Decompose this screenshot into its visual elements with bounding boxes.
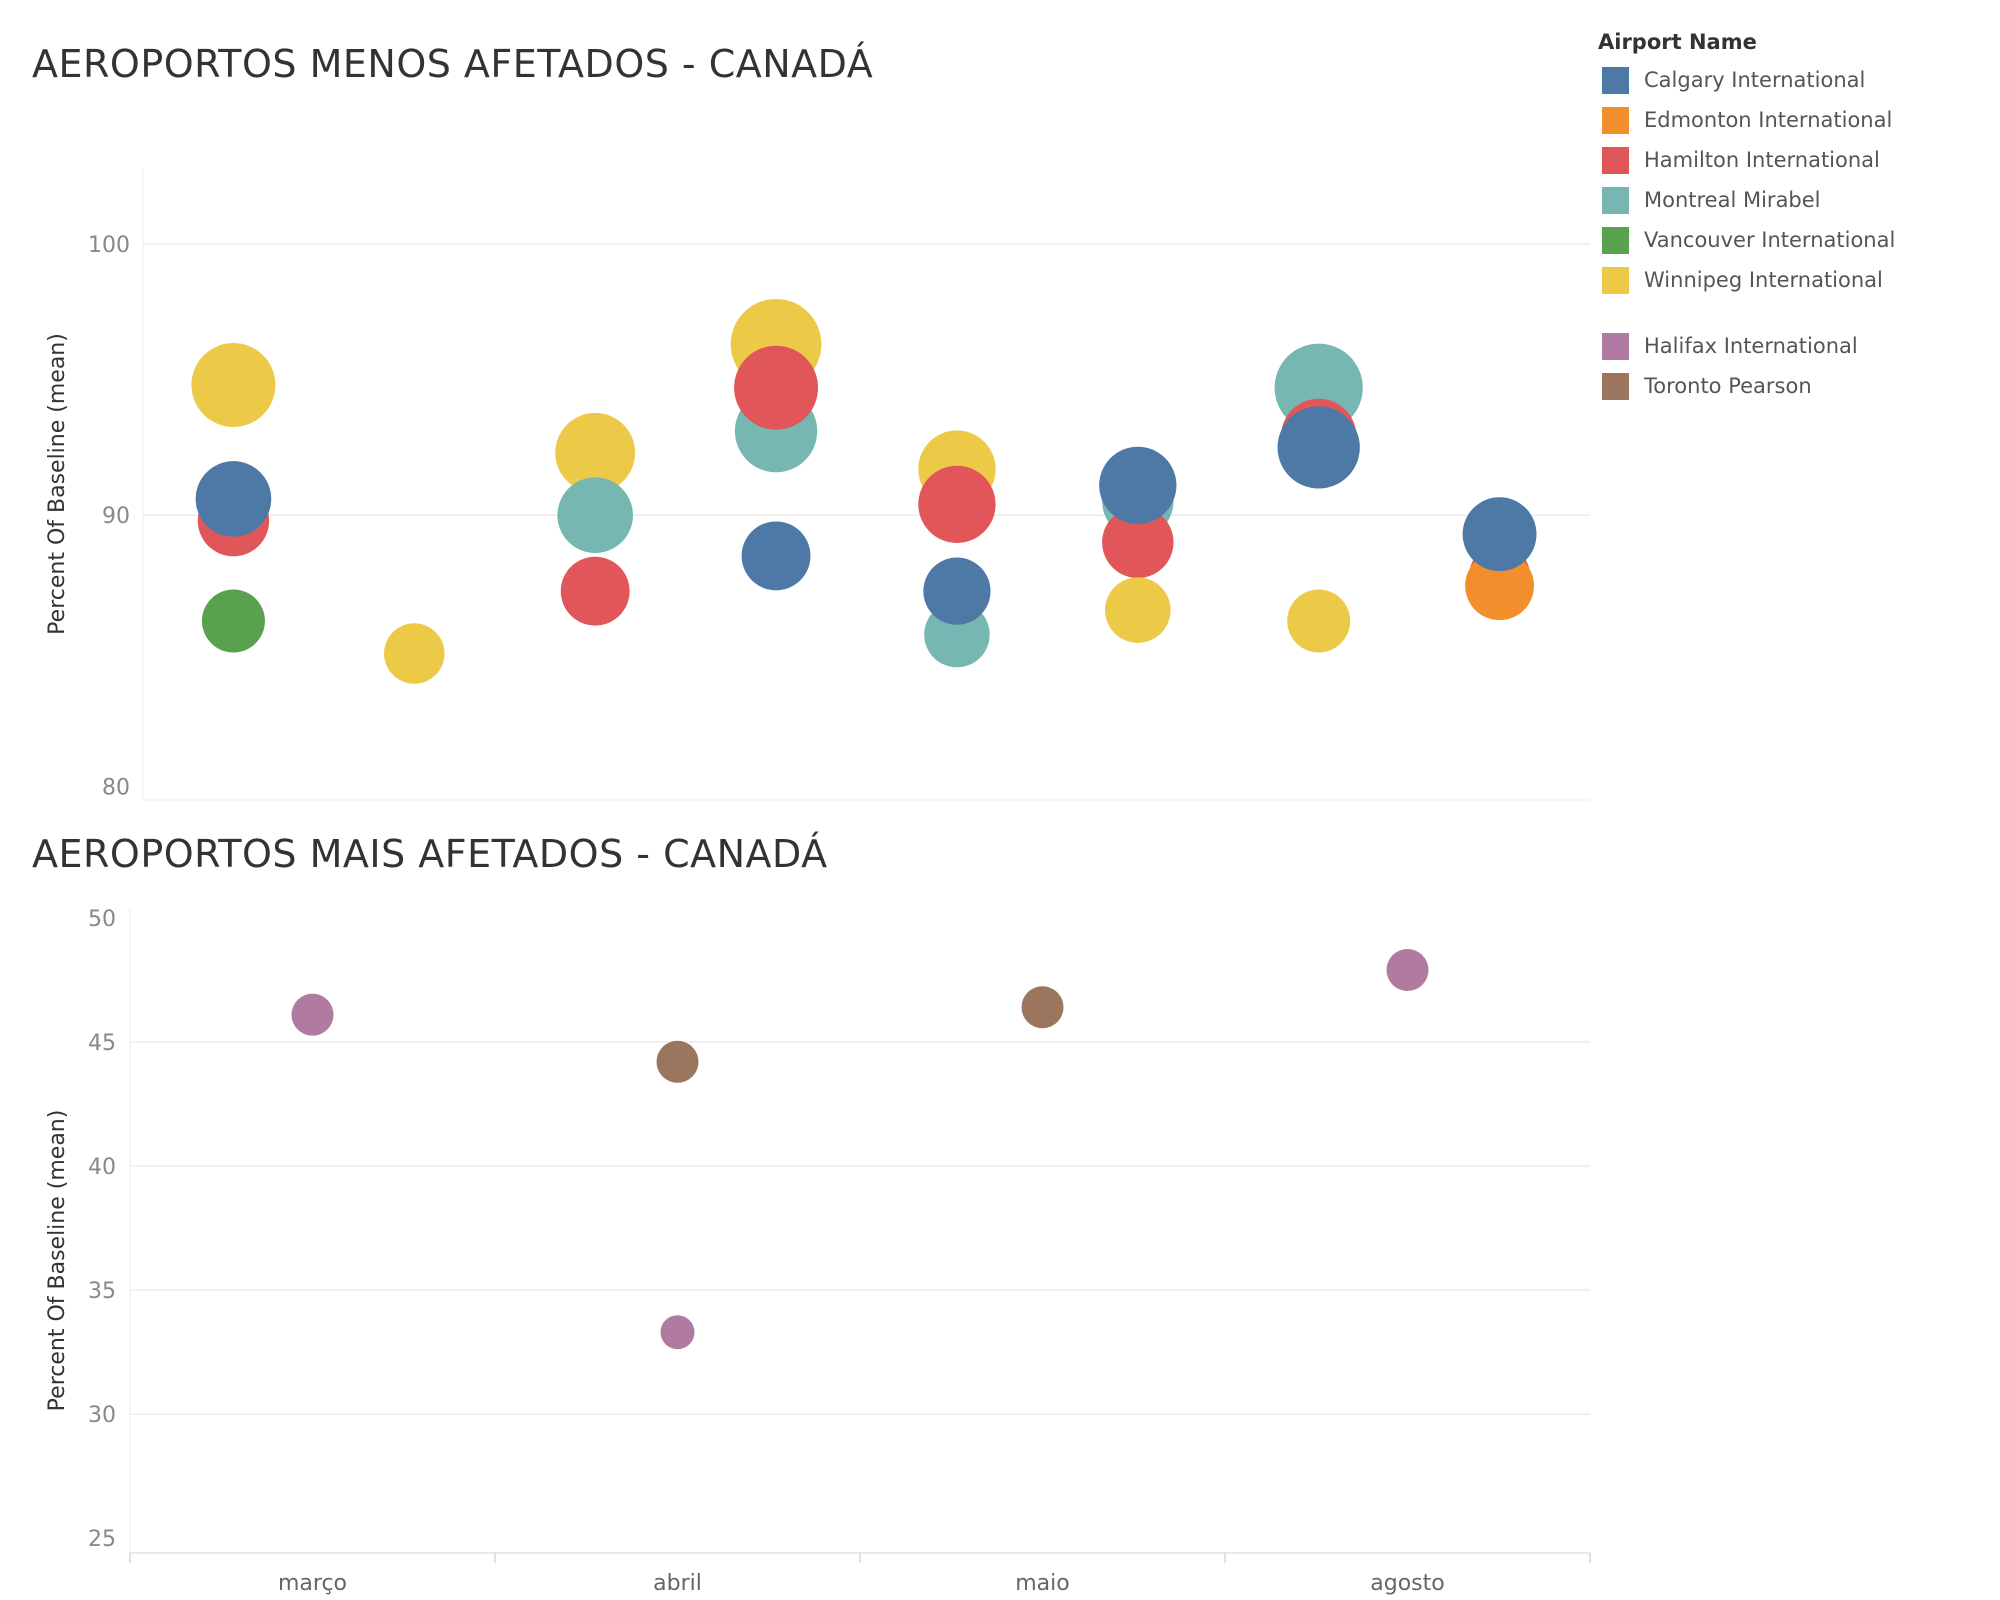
legend-items: Calgary International Edmonton Internatio… <box>1598 60 1988 406</box>
chart-title-least-affected: AEROPORTOS MENOS AFETADOS - CANADÁ <box>32 42 874 86</box>
legend-label: Hamilton International <box>1644 148 1880 172</box>
point-calgary-international <box>923 557 991 625</box>
y-tick-label: 40 <box>88 1155 116 1180</box>
legend-swatch <box>1602 186 1629 214</box>
y-tick-label: 35 <box>88 1279 116 1304</box>
y-tick-label: 30 <box>88 1403 116 1428</box>
point-winnipeg-international <box>191 342 276 427</box>
point-hamilton-international <box>734 345 819 430</box>
point-calgary-international <box>1277 406 1360 489</box>
y-tick-label: 25 <box>88 1527 116 1552</box>
point-hamilton-international <box>560 556 630 626</box>
x-tick-label: maio <box>1015 1571 1069 1596</box>
point-hamilton-international <box>1102 506 1174 579</box>
legend-label: Calgary International <box>1644 68 1866 92</box>
x-tick-label: março <box>278 1571 347 1596</box>
point-calgary-international <box>1099 446 1177 524</box>
point-halifax-international <box>1386 949 1429 992</box>
legend-label: Montreal Mirabel <box>1644 188 1821 212</box>
legend-gap <box>1598 300 1988 326</box>
point-toronto-pearson <box>1021 986 1064 1029</box>
point-calgary-international <box>741 521 811 591</box>
legend-label: Toronto Pearson <box>1644 374 1812 398</box>
legend-label: Edmonton International <box>1644 108 1893 132</box>
point-winnipeg-international <box>384 623 445 684</box>
legend-item-toronto-pearson[interactable]: Toronto Pearson <box>1598 366 1988 406</box>
y-tick-label: 90 <box>102 504 130 529</box>
legend-item-montreal-mirabel[interactable]: Montreal Mirabel <box>1598 180 1988 220</box>
legend-item-vancouver-international[interactable]: Vancouver International <box>1598 220 1988 260</box>
point-winnipeg-international <box>1105 577 1171 643</box>
legend-label: Vancouver International <box>1644 228 1896 252</box>
x-tick-label: agosto <box>1370 1571 1444 1596</box>
y-tick-label: 100 <box>88 233 130 258</box>
point-calgary-international <box>195 461 272 537</box>
point-toronto-pearson <box>656 1040 699 1083</box>
chart-title-most-affected: AEROPORTOS MAIS AFETADOS - CANADÁ <box>32 832 828 876</box>
legend-swatch <box>1602 106 1629 134</box>
point-halifax-international <box>660 1315 695 1350</box>
legend-swatch <box>1602 332 1629 360</box>
point-winnipeg-international <box>1287 589 1351 653</box>
y-tick-label: 50 <box>88 907 116 932</box>
legend-swatch <box>1602 146 1629 174</box>
point-calgary-international <box>1462 497 1537 572</box>
legend-swatch <box>1602 226 1629 254</box>
point-hamilton-international <box>918 465 996 543</box>
point-vancouver-international <box>201 589 265 653</box>
point-halifax-international <box>291 993 334 1036</box>
legend-swatch <box>1602 372 1629 400</box>
legend-item-halifax-international[interactable]: Halifax International <box>1598 326 1988 366</box>
legend-item-hamilton-international[interactable]: Hamilton International <box>1598 140 1988 180</box>
legend-label: Winnipeg International <box>1644 268 1883 292</box>
point-edmonton-international <box>1465 551 1535 621</box>
point-montreal-mirabel <box>557 477 633 553</box>
legend-label: Halifax International <box>1644 334 1858 358</box>
y-axis-label: Percent Of Baseline (mean) <box>45 1110 70 1412</box>
x-tick-label: abril <box>653 1571 702 1596</box>
y-axis-label: Percent Of Baseline (mean) <box>45 333 70 635</box>
legend-swatch <box>1602 266 1629 294</box>
point-winnipeg-international <box>555 412 636 493</box>
legend-swatch <box>1602 66 1629 94</box>
y-tick-label: 45 <box>88 1031 116 1056</box>
legend: Airport Name Calgary International Edmont… <box>1598 30 1988 406</box>
legend-item-winnipeg-international[interactable]: Winnipeg International <box>1598 260 1988 300</box>
legend-item-calgary-international[interactable]: Calgary International <box>1598 60 1988 100</box>
legend-title: Airport Name <box>1598 30 1757 54</box>
y-tick-label: 80 <box>102 775 130 800</box>
legend-item-edmonton-international[interactable]: Edmonton International <box>1598 100 1988 140</box>
